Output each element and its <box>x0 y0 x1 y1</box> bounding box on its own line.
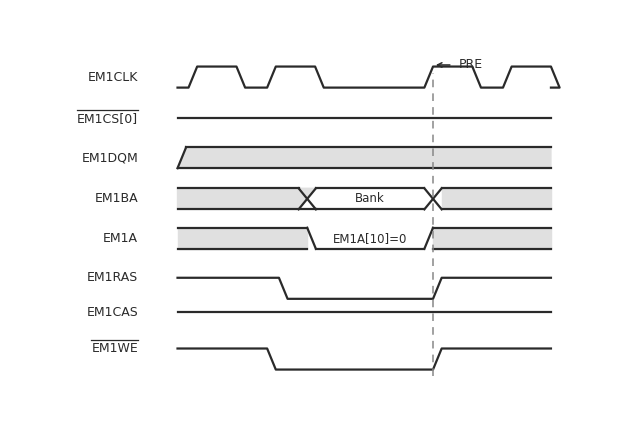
Text: EM1A[10]=0: EM1A[10]=0 <box>333 233 407 245</box>
Text: EM1A: EM1A <box>103 232 138 245</box>
Text: EM1DQM: EM1DQM <box>81 151 138 164</box>
Text: EM1BA: EM1BA <box>94 192 138 205</box>
Polygon shape <box>433 228 551 249</box>
Polygon shape <box>442 188 551 209</box>
Text: Bank: Bank <box>355 192 385 205</box>
Text: EM1WE: EM1WE <box>91 342 138 355</box>
Text: EM1CLK: EM1CLK <box>88 71 138 84</box>
Text: EM1RAS: EM1RAS <box>87 271 138 284</box>
Polygon shape <box>316 188 424 209</box>
Polygon shape <box>178 228 307 249</box>
Text: EM1CS[0]: EM1CS[0] <box>77 112 138 125</box>
Text: PRE: PRE <box>458 58 482 71</box>
Polygon shape <box>178 147 551 168</box>
Text: EM1CAS: EM1CAS <box>86 306 138 319</box>
Polygon shape <box>178 188 316 209</box>
